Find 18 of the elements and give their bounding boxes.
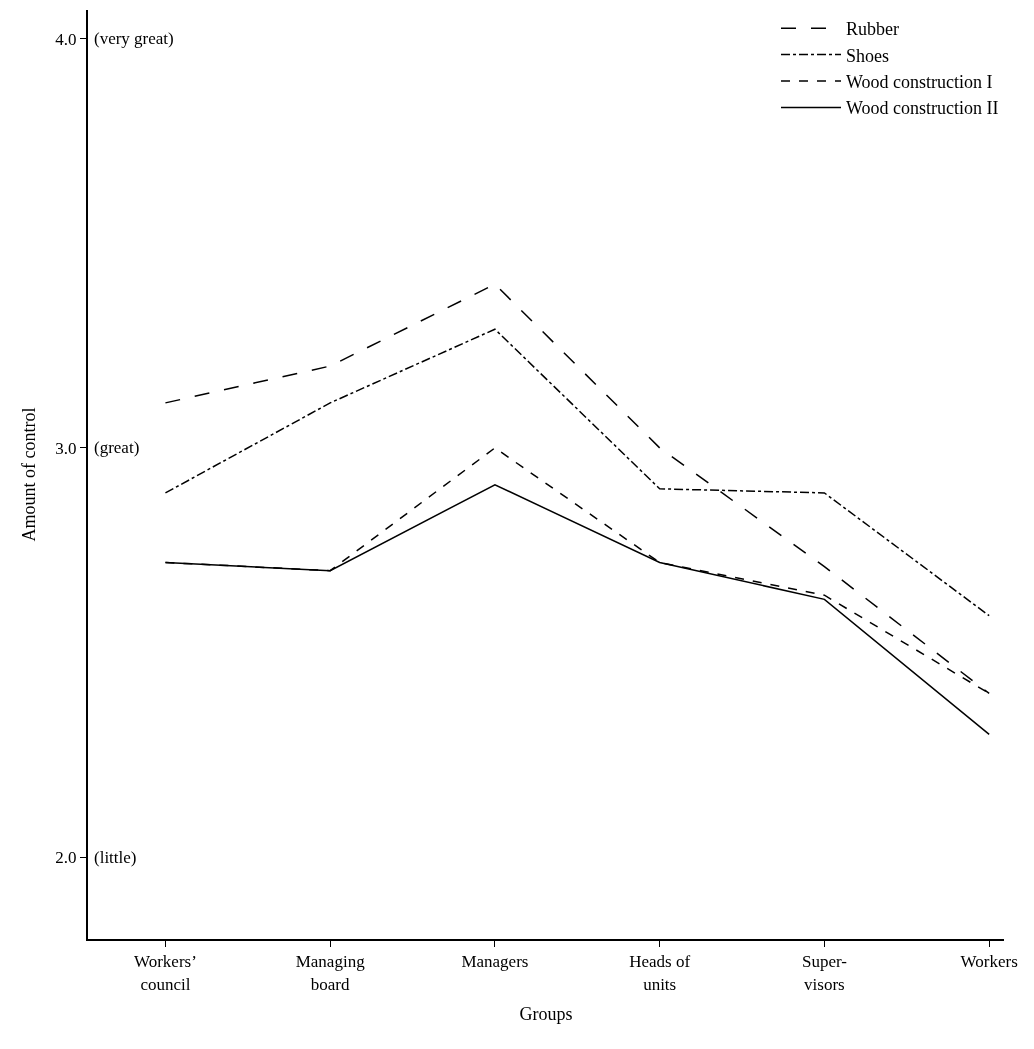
y-tick-label: 4.0 bbox=[55, 29, 77, 49]
legend-label: Wood construction I bbox=[846, 72, 993, 93]
x-tick-label: Managers bbox=[461, 952, 529, 972]
x-tick-label: Workers bbox=[960, 952, 1018, 972]
x-tick-label: Workers’ council bbox=[134, 952, 197, 994]
annotation: (little) bbox=[94, 848, 137, 867]
annotation: (very great) bbox=[94, 29, 174, 48]
x-tick-label: Super- visors bbox=[801, 952, 848, 994]
y-tick-label: 3.0 bbox=[55, 438, 77, 458]
x-tick-label: Heads of units bbox=[629, 952, 691, 994]
x-axis-title: Groups bbox=[519, 1004, 573, 1025]
y-tick-label: 2.0 bbox=[55, 848, 77, 868]
legend-label: Wood construction II bbox=[846, 98, 999, 119]
annotation: (great) bbox=[94, 438, 140, 457]
y-axis-title: Amount of control bbox=[19, 407, 40, 542]
legend-label: Rubber bbox=[846, 19, 899, 40]
legend-label: Shoes bbox=[846, 45, 890, 66]
x-tick-label: Managing board bbox=[295, 952, 366, 994]
